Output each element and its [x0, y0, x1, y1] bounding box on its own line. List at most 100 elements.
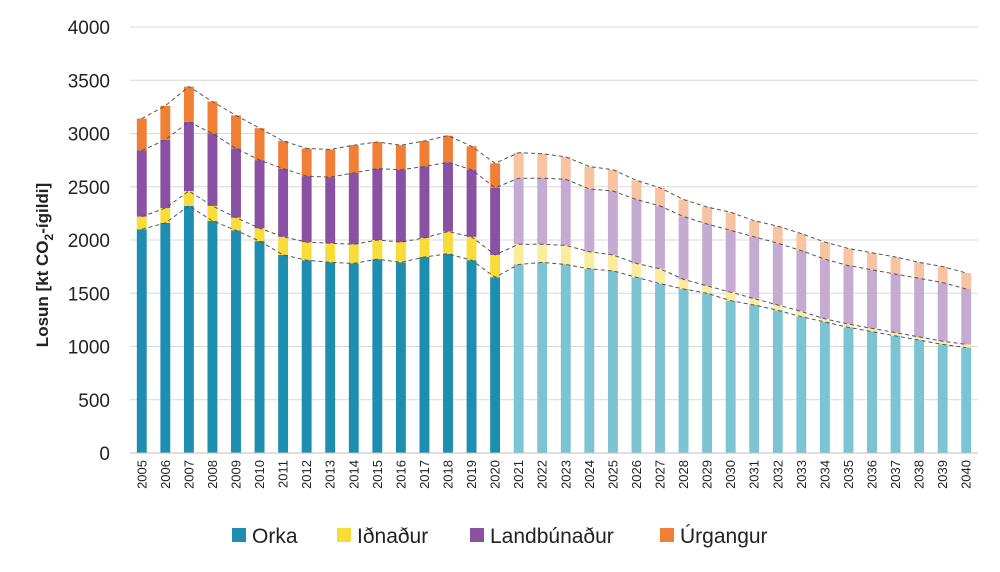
x-tick-label: 2016 [393, 460, 408, 489]
x-tick-label: 2035 [841, 460, 856, 489]
bar-úrgangur-2018 [443, 135, 453, 163]
bar-iðnaður-2031 [749, 298, 760, 305]
bar-landbúnaður-2038 [914, 278, 925, 337]
legend-label: Iðnaður [357, 525, 428, 548]
bar-landbúnaður-2013 [325, 177, 336, 244]
y-axis-ticks: 0 500 1000 1500 2000 2500 3000 3500 4000 [68, 18, 110, 465]
x-tick-label: 2013 [323, 460, 338, 489]
bar-úrgangur-2032 [772, 226, 783, 244]
bar-úrgangur-2026 [631, 180, 642, 200]
bar-iðnaður-2013 [325, 243, 336, 263]
y-tick-label: 500 [78, 391, 110, 412]
bar-orka-2031 [749, 304, 760, 453]
y-tick-label: 2500 [68, 178, 110, 199]
bar-úrgangur-2038 [914, 262, 925, 279]
bar-orka-2037 [890, 335, 901, 453]
x-tick-label: 2019 [464, 460, 479, 489]
bar-orka-2032 [772, 310, 783, 453]
bar-orka-2013 [325, 262, 336, 453]
bar-orka-2030 [725, 300, 736, 453]
trend-line-landbúnaður [141, 121, 967, 290]
bar-landbúnaður-2033 [796, 250, 807, 312]
bar-orka-2027 [655, 283, 665, 453]
bar-iðnaður-2018 [443, 231, 453, 254]
bar-orka-2009 [231, 230, 241, 453]
x-tick-label: 2023 [558, 460, 573, 489]
bar-úrgangur-2014 [348, 145, 359, 173]
bar-landbúnaður-2034 [819, 259, 830, 319]
bar-orka-2038 [914, 340, 925, 453]
legend-swatch-úrgangur [660, 528, 674, 542]
x-axis-ticks: 2005 2006 2007 2008 2009 2010 2011 2012 2013 2014… [134, 460, 973, 489]
bar-úrgangur-2011 [278, 140, 289, 169]
legend-label: Orka [252, 525, 298, 548]
bar-iðnaður-2020 [490, 254, 501, 278]
bar-landbúnaður-2029 [702, 224, 713, 286]
x-tick-label: 2040 [959, 460, 974, 489]
legend-swatch-iðnaður [337, 528, 351, 542]
bar-úrgangur-2031 [749, 220, 760, 237]
bar-orka-2014 [348, 263, 359, 453]
x-tick-label: 2031 [747, 460, 762, 489]
bar-landbúnaður-2008 [207, 133, 218, 206]
bar-úrgangur-2027 [655, 187, 665, 206]
x-tick-label: 2025 [605, 460, 620, 489]
bar-iðnaður-2021 [513, 244, 524, 265]
bar-orka-2023 [560, 264, 571, 453]
bar-orka-2015 [372, 259, 383, 453]
y-axis-label: Losun [kt CO2-ígildi] [33, 183, 56, 347]
bar-orka-2040 [961, 347, 972, 453]
x-tick-label: 2014 [346, 460, 361, 489]
bar-úrgangur-2028 [678, 199, 689, 217]
bar-orka-2019 [466, 260, 477, 453]
bar-orka-2005 [136, 229, 147, 453]
bar-úrgangur-2016 [395, 145, 406, 170]
bar-úrgangur-2036 [867, 252, 877, 270]
trend-line-iðnaður [141, 190, 967, 345]
bar-úrgangur-2020 [490, 163, 501, 188]
trend-line-úrgangur [141, 85, 967, 274]
bar-úrgangur-2024 [584, 166, 595, 189]
x-tick-label: 2038 [912, 460, 927, 489]
bar-orka-2022 [537, 262, 548, 453]
bar-orka-2034 [819, 322, 830, 453]
bar-iðnaður-2037 [890, 332, 901, 336]
bar-iðnaður-2027 [655, 268, 665, 284]
x-tick-label: 2011 [276, 460, 291, 488]
trend-lines [141, 85, 967, 349]
bar-orka-2017 [419, 257, 430, 453]
bar-úrgangur-2023 [560, 156, 571, 180]
bar-landbúnaður-2022 [537, 178, 548, 245]
bar-orka-2006 [160, 222, 171, 453]
bar-iðnaður-2035 [843, 324, 854, 328]
bar-iðnaður-2023 [560, 245, 571, 265]
bar-landbúnaður-2015 [372, 168, 383, 240]
bar-iðnaður-2033 [796, 311, 807, 317]
bar-iðnaður-2005 [136, 216, 147, 230]
bar-iðnaður-2038 [914, 336, 925, 341]
bar-orka-2036 [867, 331, 877, 453]
x-tick-label: 2022 [535, 460, 550, 489]
x-tick-label: 2006 [158, 460, 173, 489]
bar-iðnaður-2015 [372, 240, 383, 260]
bar-landbúnaður-2023 [560, 179, 571, 246]
bar-úrgangur-2030 [725, 212, 736, 231]
legend-label: Landbúnaður [490, 525, 614, 548]
bar-úrgangur-2015 [372, 142, 383, 169]
x-tick-label: 2026 [629, 460, 644, 489]
bar-iðnaður-2006 [160, 208, 171, 223]
x-tick-label: 2037 [888, 460, 903, 489]
bar-orka-2018 [443, 253, 453, 453]
x-tick-label: 2017 [417, 460, 432, 489]
bars [136, 86, 972, 453]
bar-orka-2012 [301, 260, 312, 453]
bar-úrgangur-2006 [160, 105, 171, 140]
x-tick-label: 2020 [488, 460, 503, 489]
bar-iðnaður-2036 [867, 328, 877, 332]
bar-iðnaður-2014 [348, 244, 359, 264]
bar-úrgangur-2039 [937, 266, 948, 283]
bar-iðnaður-2030 [725, 292, 736, 301]
bar-úrgangur-2029 [702, 206, 713, 225]
bar-iðnaður-2010 [254, 228, 265, 242]
